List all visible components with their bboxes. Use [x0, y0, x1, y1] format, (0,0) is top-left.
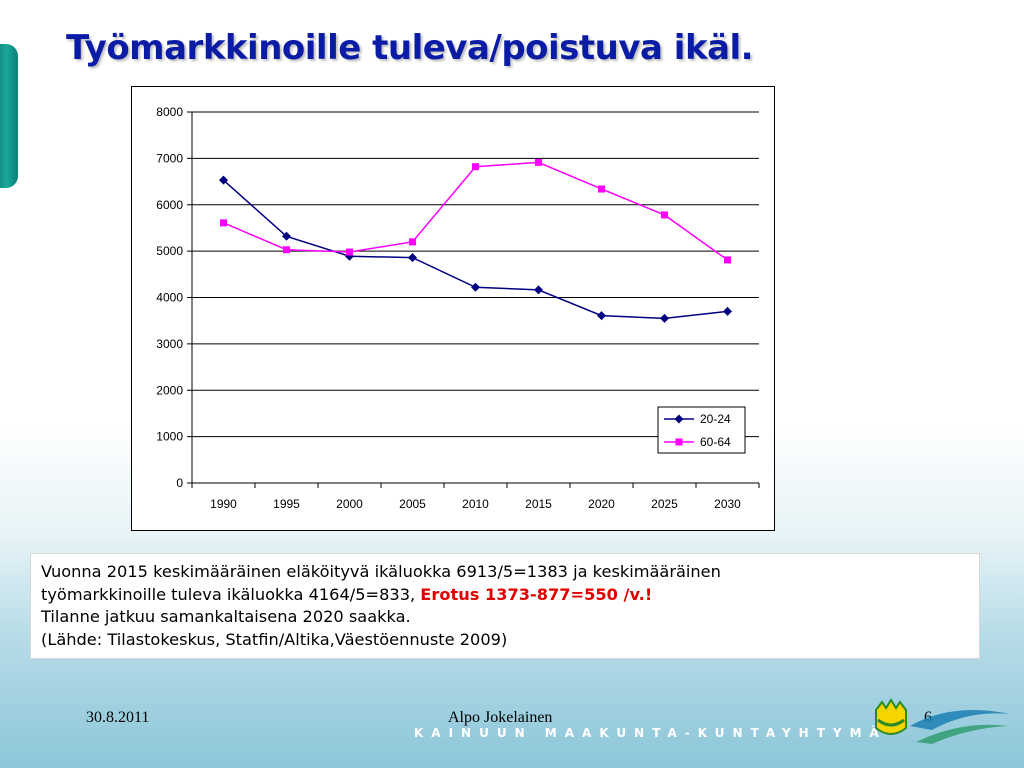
data-point-20-24 — [723, 306, 732, 316]
data-point-60-64 — [283, 246, 290, 254]
note-emphasis: Erotus 1373-877=550 /v.! — [420, 584, 653, 604]
line-chart: 0 1000 2000 3000 4000 5000 6000 7000 8000 1990 199… — [131, 86, 775, 531]
crown-icon — [875, 698, 907, 735]
kainuu-logo — [875, 698, 1010, 744]
data-point-60-64 — [724, 256, 731, 264]
note-box: Vuonna 2015 keskimääräinen eläköityvä ik… — [30, 553, 980, 659]
data-point-20-24 — [660, 313, 669, 323]
data-point-60-64 — [346, 248, 353, 256]
legend-marker — [675, 438, 683, 446]
chart-svg: 0 1000 2000 3000 4000 5000 6000 7000 8000 1990 199… — [156, 105, 760, 511]
note-line-2-text: työmarkkinoille tuleva ikäluokka 4164/5=… — [41, 584, 421, 604]
data-point-20-24 — [219, 175, 228, 185]
note-line-1: Vuonna 2015 keskimääräinen eläköityvä ik… — [41, 562, 721, 581]
y-tick-label: 3000 — [156, 337, 183, 351]
decorative-side-tab — [0, 44, 18, 188]
series-line-60-64 — [223, 161, 728, 261]
x-tick-label: 2000 — [336, 497, 363, 511]
data-point-60-64 — [472, 163, 479, 171]
wave-icon — [910, 710, 1010, 730]
y-tick-label: 7000 — [156, 151, 183, 165]
data-point-20-24 — [408, 253, 417, 263]
data-point-60-64 — [409, 238, 416, 246]
data-point-60-64 — [220, 219, 227, 227]
y-tick-label: 1000 — [156, 430, 183, 444]
note-line-4: (Lähde: Tilastokeskus, Statfin/Altika,Vä… — [41, 629, 508, 649]
footer-author: Alpo Jokelainen — [448, 709, 553, 726]
legend-label: 20-24 — [700, 412, 731, 426]
note-line-2: työmarkkinoille tuleva ikäluokka 4164/5=… — [41, 584, 969, 607]
data-point-20-24 — [597, 311, 606, 321]
footer-date: 30.8.2011 — [86, 709, 150, 726]
data-point-20-24 — [534, 285, 543, 295]
legend-label: 60-64 — [700, 435, 731, 449]
y-tick-label: 5000 — [156, 244, 183, 258]
x-tick-label: 2015 — [525, 497, 552, 511]
legend-marker — [674, 414, 684, 424]
y-tick-label: 4000 — [156, 291, 183, 305]
data-point-20-24 — [471, 282, 480, 292]
y-tick-label: 8000 — [156, 105, 183, 119]
organization-band: KAINUUN MAAKUNTA-KUNTAYHTYMÄ — [414, 726, 887, 740]
x-tick-label: 1995 — [273, 497, 300, 511]
y-tick-label: 2000 — [156, 383, 183, 397]
x-tick-label: 2020 — [588, 497, 615, 511]
slide-title: Työmarkkinoille tuleva/poistuva ikäl. — [66, 28, 754, 68]
x-tick-label: 2025 — [651, 497, 678, 511]
x-tick-label: 2010 — [462, 497, 489, 511]
y-tick-label: 6000 — [156, 198, 183, 212]
data-point-60-64 — [535, 158, 542, 166]
data-point-60-64 — [598, 185, 605, 193]
data-point-60-64 — [661, 211, 668, 219]
x-tick-label: 2030 — [714, 497, 741, 511]
footer-page-number: 6 — [924, 709, 932, 726]
x-tick-label: 1990 — [210, 497, 237, 511]
data-point-20-24 — [282, 231, 291, 241]
legend-box — [657, 406, 746, 454]
note-line-3: Tilanne jatkuu samankaltaisena 2020 saak… — [41, 607, 411, 626]
x-tick-label: 2005 — [399, 497, 426, 511]
y-tick-label: 0 — [176, 476, 183, 490]
